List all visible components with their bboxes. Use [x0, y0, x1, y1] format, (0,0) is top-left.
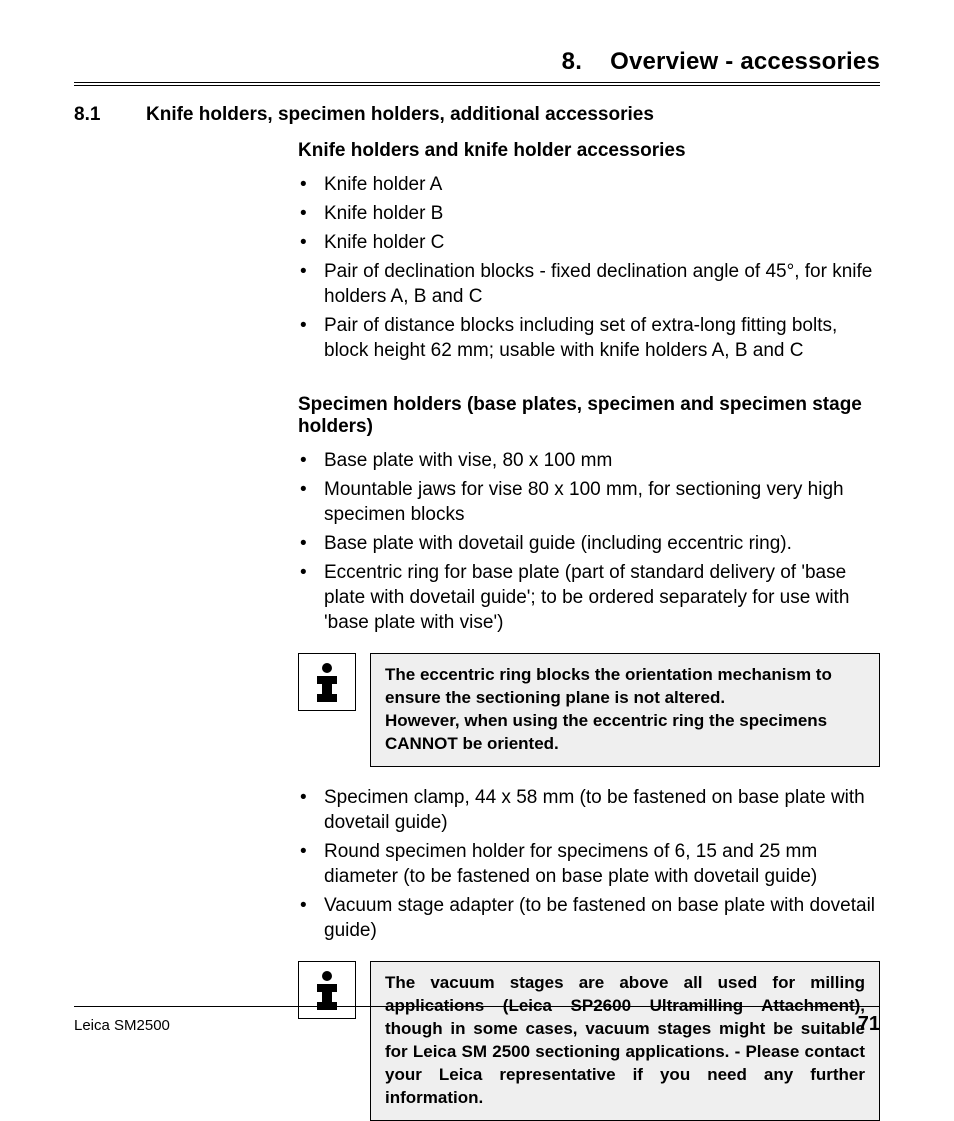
- list-item: Round specimen holder for specimens of 6…: [298, 839, 880, 889]
- section-number: 8.1: [74, 104, 146, 126]
- list-item: Mountable jaws for vise 80 x 100 mm, for…: [298, 477, 880, 527]
- section-title: Knife holders, specimen holders, additio…: [146, 104, 654, 126]
- content-column: Knife holders and knife holder accessori…: [298, 140, 880, 1121]
- chapter-number: 8.: [562, 48, 582, 75]
- subheading-knife-holders: Knife holders and knife holder accessori…: [298, 140, 880, 162]
- section-heading: 8.1 Knife holders, specimen holders, add…: [74, 104, 880, 126]
- info-note-vacuum: The vacuum stages are above all used for…: [298, 961, 880, 1121]
- list-item: Pair of declination blocks - fixed decli…: [298, 259, 880, 309]
- list-item: Pair of distance blocks including set of…: [298, 313, 880, 363]
- list-item: Knife holder C: [298, 230, 880, 255]
- list-item: Vacuum stage adapter (to be fastened on …: [298, 893, 880, 943]
- note-line: However, when using the eccentric ring t…: [385, 710, 865, 756]
- list-item: Base plate with vise, 80 x 100 mm: [298, 448, 880, 473]
- list-item: Knife holder B: [298, 201, 880, 226]
- list-specimen-holders: Base plate with vise, 80 x 100 mm Mounta…: [298, 448, 880, 636]
- note-line: The eccentric ring blocks the orientatio…: [385, 664, 865, 710]
- list-item: Knife holder A: [298, 172, 880, 197]
- chapter-title: Overview - accessories: [610, 48, 880, 75]
- list-item: Eccentric ring for base plate (part of s…: [298, 560, 880, 635]
- list-knife-holders: Knife holder A Knife holder B Knife hold…: [298, 172, 880, 364]
- footer-product: Leica SM2500: [74, 1017, 170, 1034]
- info-icon: [298, 653, 356, 711]
- page-footer: Leica SM2500 71: [74, 1006, 880, 1036]
- footer-page-number: 71: [858, 1013, 880, 1036]
- info-note-eccentric: The eccentric ring blocks the orientatio…: [298, 653, 880, 767]
- list-item: Base plate with dovetail guide (includin…: [298, 531, 880, 556]
- subheading-specimen-holders: Specimen holders (base plates, specimen …: [298, 394, 880, 438]
- info-note-text: The vacuum stages are above all used for…: [370, 961, 880, 1121]
- list-item: Specimen clamp, 44 x 58 mm (to be fasten…: [298, 785, 880, 835]
- info-note-text: The eccentric ring blocks the orientatio…: [370, 653, 880, 767]
- list-specimen-holders-cont: Specimen clamp, 44 x 58 mm (to be fasten…: [298, 785, 880, 943]
- chapter-header: 8. Overview - accessories: [74, 48, 880, 86]
